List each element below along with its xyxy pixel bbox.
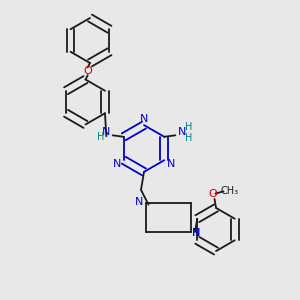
Text: H: H bbox=[97, 132, 104, 142]
Text: N: N bbox=[102, 127, 110, 137]
Text: N: N bbox=[192, 228, 201, 239]
Text: O: O bbox=[208, 189, 217, 200]
Text: O: O bbox=[83, 66, 92, 76]
Text: CH₃: CH₃ bbox=[220, 186, 238, 197]
Text: H: H bbox=[184, 133, 192, 143]
Text: N: N bbox=[178, 127, 186, 137]
Text: N: N bbox=[167, 159, 175, 169]
Text: N: N bbox=[113, 159, 121, 169]
Text: H: H bbox=[184, 122, 192, 132]
Text: N: N bbox=[135, 196, 144, 207]
Text: N: N bbox=[140, 113, 148, 124]
Text: N: N bbox=[192, 228, 201, 239]
